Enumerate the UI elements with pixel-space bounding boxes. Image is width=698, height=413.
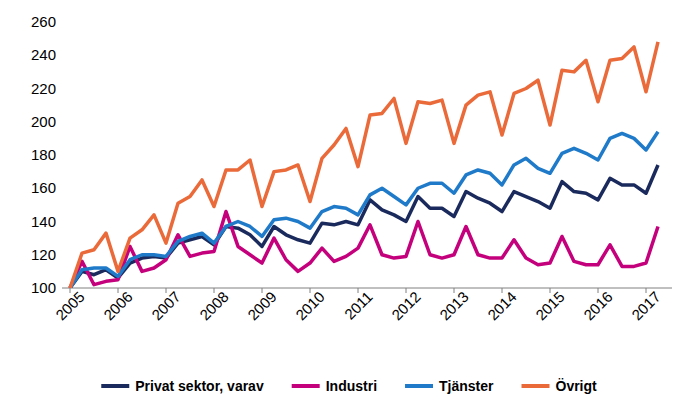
x-tick-label: 2017 xyxy=(628,288,664,324)
y-tick-label: 260 xyxy=(31,13,56,30)
x-tick-label: 2009 xyxy=(244,288,280,324)
legend-swatch xyxy=(405,384,433,388)
legend-label: Övrigt xyxy=(556,378,598,394)
x-tick-label: 2011 xyxy=(341,288,376,323)
legend-label: Industri xyxy=(326,378,377,394)
x-tick-label: 2014 xyxy=(484,288,520,324)
y-tick-label: 100 xyxy=(31,279,56,296)
y-tick-label: 220 xyxy=(31,80,56,97)
legend-swatch xyxy=(292,384,320,388)
x-tick-label: 2005 xyxy=(52,288,88,324)
series-line xyxy=(70,42,658,288)
x-tick-label: 2006 xyxy=(100,288,136,324)
x-tick-label: 2010 xyxy=(292,288,328,324)
x-tick-label: 2016 xyxy=(580,288,616,324)
x-tick-label: 2012 xyxy=(388,288,424,324)
y-tick-label: 240 xyxy=(31,46,56,63)
legend-label: Tjänster xyxy=(439,378,494,394)
chart: 100 120 140 160 180 200 220 240 260 2005 2006 2007 2… xyxy=(0,0,698,413)
y-tick-label: 200 xyxy=(31,113,56,130)
legend-swatch xyxy=(101,384,129,388)
x-tick-label: 2013 xyxy=(436,288,472,324)
x-tick-label: 2015 xyxy=(532,288,568,324)
x-axis xyxy=(62,288,672,289)
y-tick-label: 120 xyxy=(31,246,56,263)
series-group xyxy=(70,42,658,288)
x-tick-label: 2007 xyxy=(148,288,184,324)
y-tick-label: 160 xyxy=(31,179,56,196)
x-tick-label: 2008 xyxy=(196,288,232,324)
series-line xyxy=(70,132,658,288)
legend-label: Privat sektor, varav xyxy=(135,378,264,394)
legend: Privat sektor, varav Industri Tjänster Övri… xyxy=(101,378,597,394)
legend-swatch xyxy=(522,384,550,388)
y-tick-label: 180 xyxy=(31,146,56,163)
y-tick-label: 140 xyxy=(31,213,56,230)
